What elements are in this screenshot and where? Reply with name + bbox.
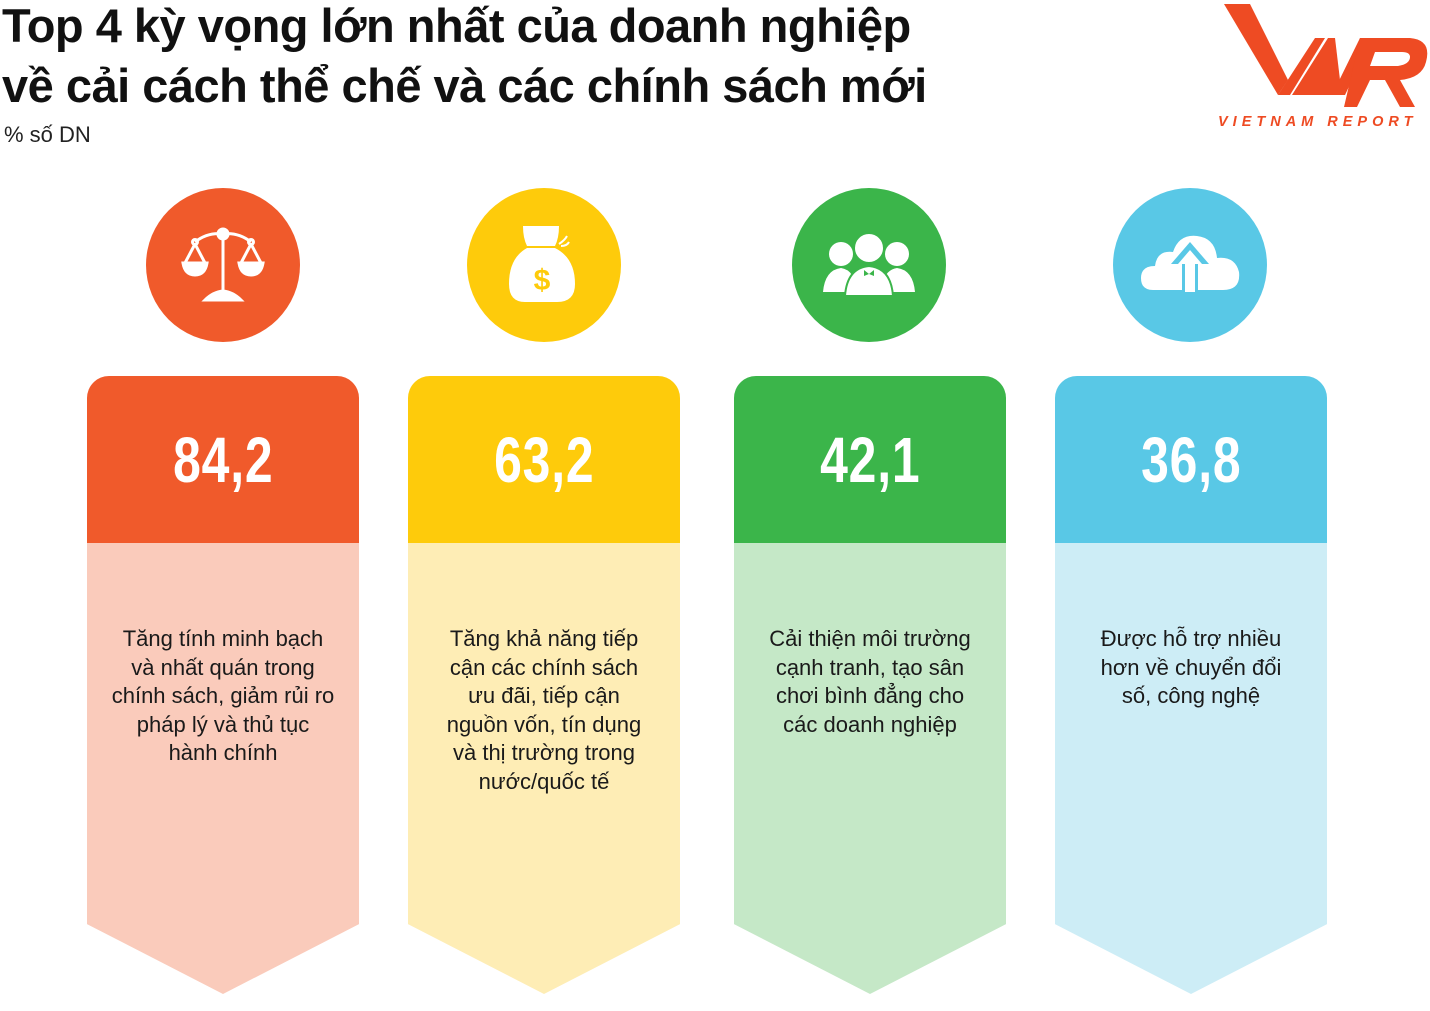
card-description: Tăng khả năng tiếp cận các chính sách ưu… — [446, 626, 642, 794]
card-header: 63,2 — [408, 376, 680, 543]
people-icon — [823, 232, 915, 297]
card-description: Cải thiện môi trường cạnh tranh, tạo sân… — [769, 626, 971, 737]
page-title: Top 4 kỳ vọng lớn nhất của doanh nghiệp … — [2, 0, 927, 116]
card-body: Tăng tính minh bạch và nhất quán trong c… — [87, 543, 359, 994]
card-body: Tăng khả năng tiếp cận các chính sách ưu… — [408, 543, 680, 994]
scale-icon — [181, 227, 265, 302]
money-bag-icon-circle: $ — [467, 188, 621, 342]
title-line-1: Top 4 kỳ vọng lớn nhất của doanh nghiệp — [2, 0, 911, 52]
scale-icon-circle — [146, 188, 300, 342]
card-header: 42,1 — [734, 376, 1006, 543]
value-label: 42,1 — [819, 423, 921, 496]
people-icon-circle — [792, 188, 946, 342]
subtitle: % số DN — [4, 122, 91, 147]
card-body: Được hỗ trợ nhiều hơn về chuyển đổi số, … — [1055, 543, 1327, 994]
card-header: 36,8 — [1055, 376, 1327, 543]
card-description: Được hỗ trợ nhiều hơn về chuyển đổi số, … — [1100, 626, 1282, 709]
card-body: Cải thiện môi trường cạnh tranh, tạo sân… — [734, 543, 1006, 994]
expectation-card: 42,1 Cải thiện môi trường cạnh tranh, tạ… — [734, 376, 1006, 994]
expectation-card: 63,2 Tăng khả năng tiếp cận các chính sá… — [408, 376, 680, 994]
cloud-upload-icon — [1141, 235, 1240, 292]
value-label: 63,2 — [493, 423, 595, 496]
card-header: 84,2 — [87, 376, 359, 543]
cloud-upload-icon-circle — [1113, 188, 1267, 342]
money-bag-icon: $ — [509, 226, 575, 302]
title-line-2: về cải cách thể chế và các chính sách mớ… — [2, 59, 927, 112]
expectation-card: 36,8 Được hỗ trợ nhiều hơn về chuyển đổi… — [1055, 376, 1327, 994]
card-description: Tăng tính minh bạch và nhất quán trong c… — [111, 626, 335, 766]
value-label: 84,2 — [172, 423, 274, 496]
vnr-logo: VIETNAM REPORT — [1218, 4, 1428, 130]
logo-tagline: VIETNAM REPORT — [1218, 114, 1417, 130]
svg-text:$: $ — [534, 264, 551, 297]
expectation-card: 84,2 Tăng tính minh bạch và nhất quán tr… — [87, 376, 359, 994]
value-label: 36,8 — [1140, 423, 1242, 496]
